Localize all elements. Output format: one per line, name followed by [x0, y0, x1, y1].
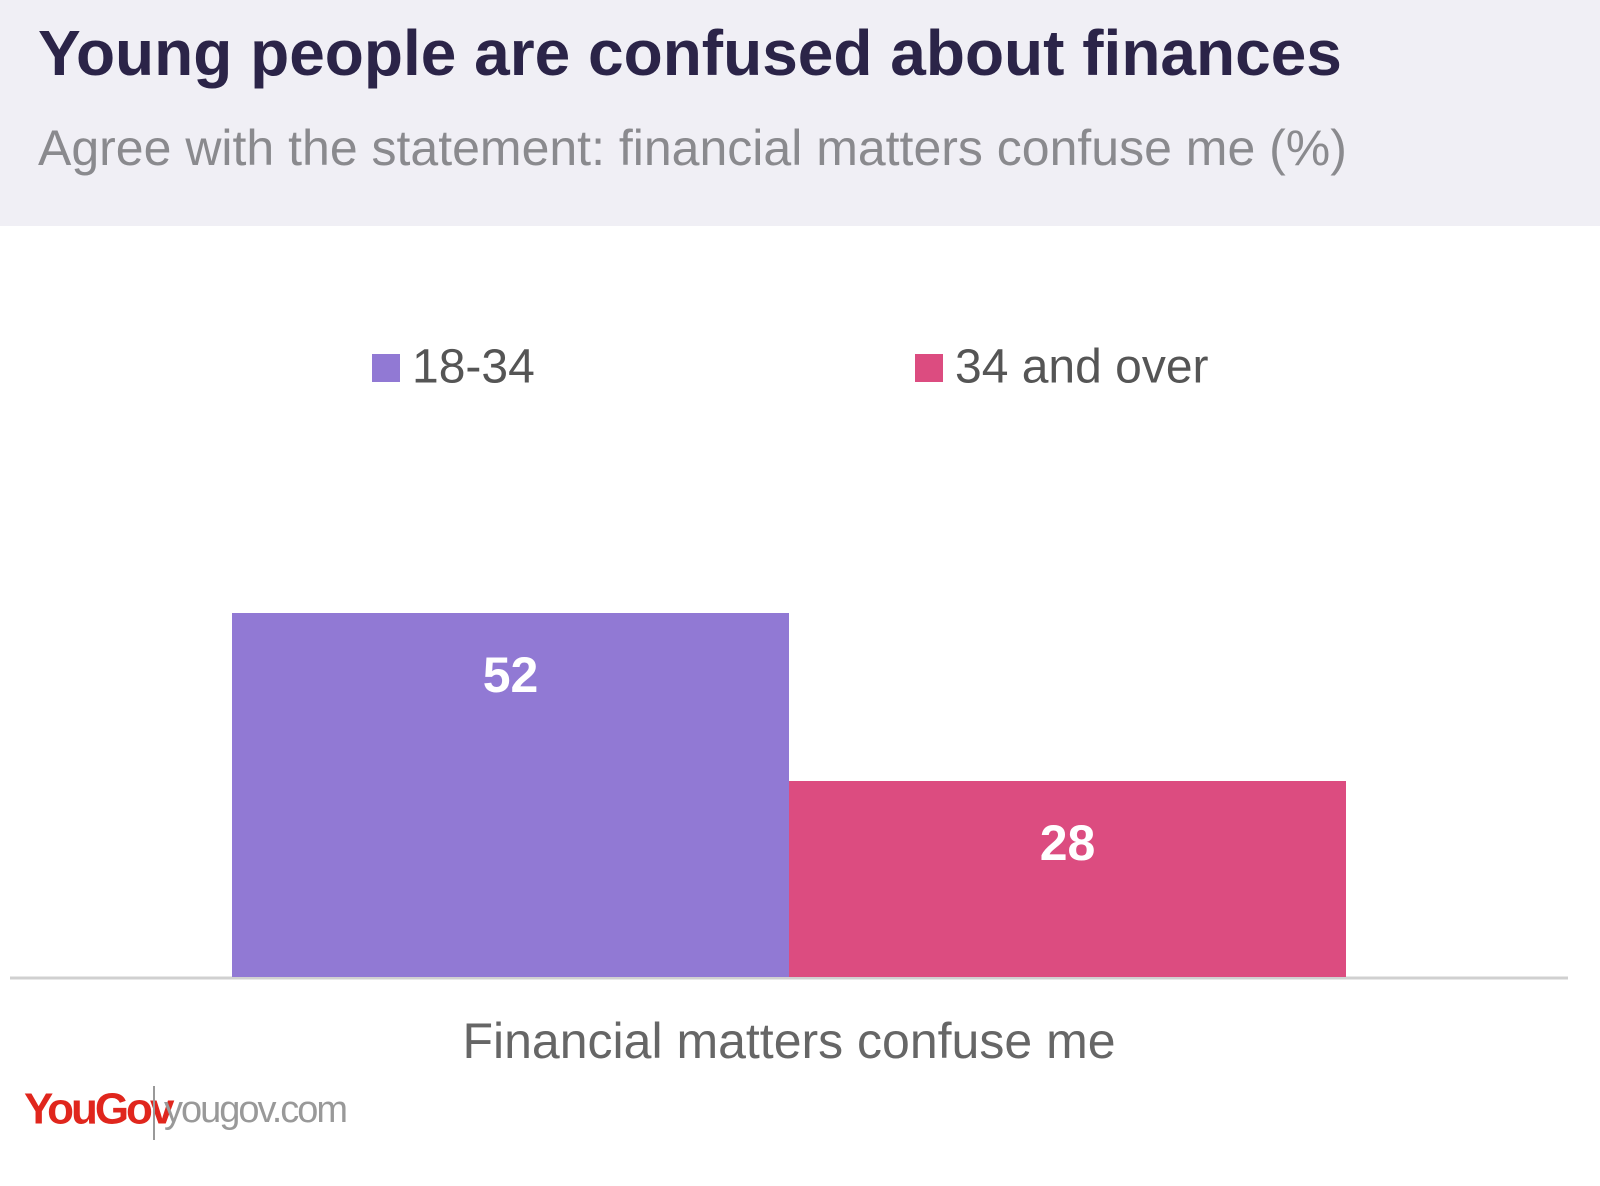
legend-label: 18-34 [412, 341, 535, 394]
legend-swatch [915, 354, 943, 382]
brand-url: yougov.com [164, 1089, 346, 1131]
brand-logo: YouGov [24, 1085, 175, 1134]
legend-swatch [372, 354, 400, 382]
bar [232, 613, 789, 977]
value-label: 52 [483, 647, 539, 703]
legend-label: 34 and over [955, 341, 1209, 394]
chart-title: Young people are confused about finances [38, 17, 1342, 89]
value-label: 28 [1040, 815, 1096, 871]
header-band [0, 0, 1600, 226]
x-tick-label: Financial matters confuse me [462, 1013, 1115, 1069]
bar [789, 781, 1346, 977]
chart-subtitle: Agree with the statement: financial matt… [38, 120, 1347, 176]
